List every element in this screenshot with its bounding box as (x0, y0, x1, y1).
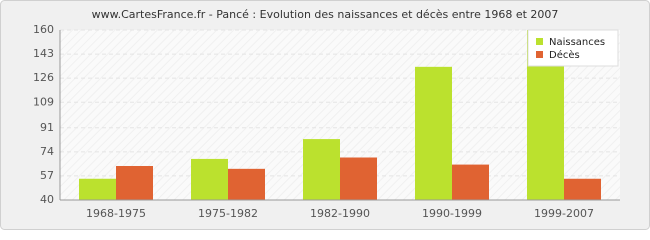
y-tick-label: 91 (40, 121, 54, 134)
bar (564, 178, 601, 200)
bar (303, 139, 340, 200)
x-tick-label: 1990-1999 (422, 207, 482, 220)
y-tick-label: 160 (33, 23, 54, 36)
bar (79, 178, 116, 200)
y-tick-label: 126 (33, 71, 54, 84)
y-tick-label: 143 (33, 47, 54, 60)
bar (228, 168, 265, 200)
bar (116, 166, 153, 200)
x-tick-label: 1982-1990 (310, 207, 370, 220)
x-tick-label: 1999-2007 (534, 207, 594, 220)
chart: www.CartesFrance.fr - Pancé : Evolution … (0, 0, 650, 230)
x-tick-label: 1975-1982 (198, 207, 258, 220)
y-tick-label: 57 (40, 169, 54, 182)
chart-title: www.CartesFrance.fr - Pancé : Evolution … (92, 8, 559, 21)
bar (340, 157, 377, 200)
y-tick-label: 40 (40, 193, 54, 206)
legend-label: Décès (549, 49, 580, 61)
x-tick-label: 1968-1975 (86, 207, 146, 220)
bar (191, 158, 228, 200)
y-tick-label: 109 (33, 95, 54, 108)
y-tick-label: 74 (40, 145, 54, 158)
bar (452, 164, 489, 200)
legend-swatch (536, 38, 543, 45)
legend-label: Naissances (549, 37, 605, 48)
legend-swatch (536, 51, 543, 58)
legend-box (527, 29, 619, 67)
bar (415, 66, 452, 200)
